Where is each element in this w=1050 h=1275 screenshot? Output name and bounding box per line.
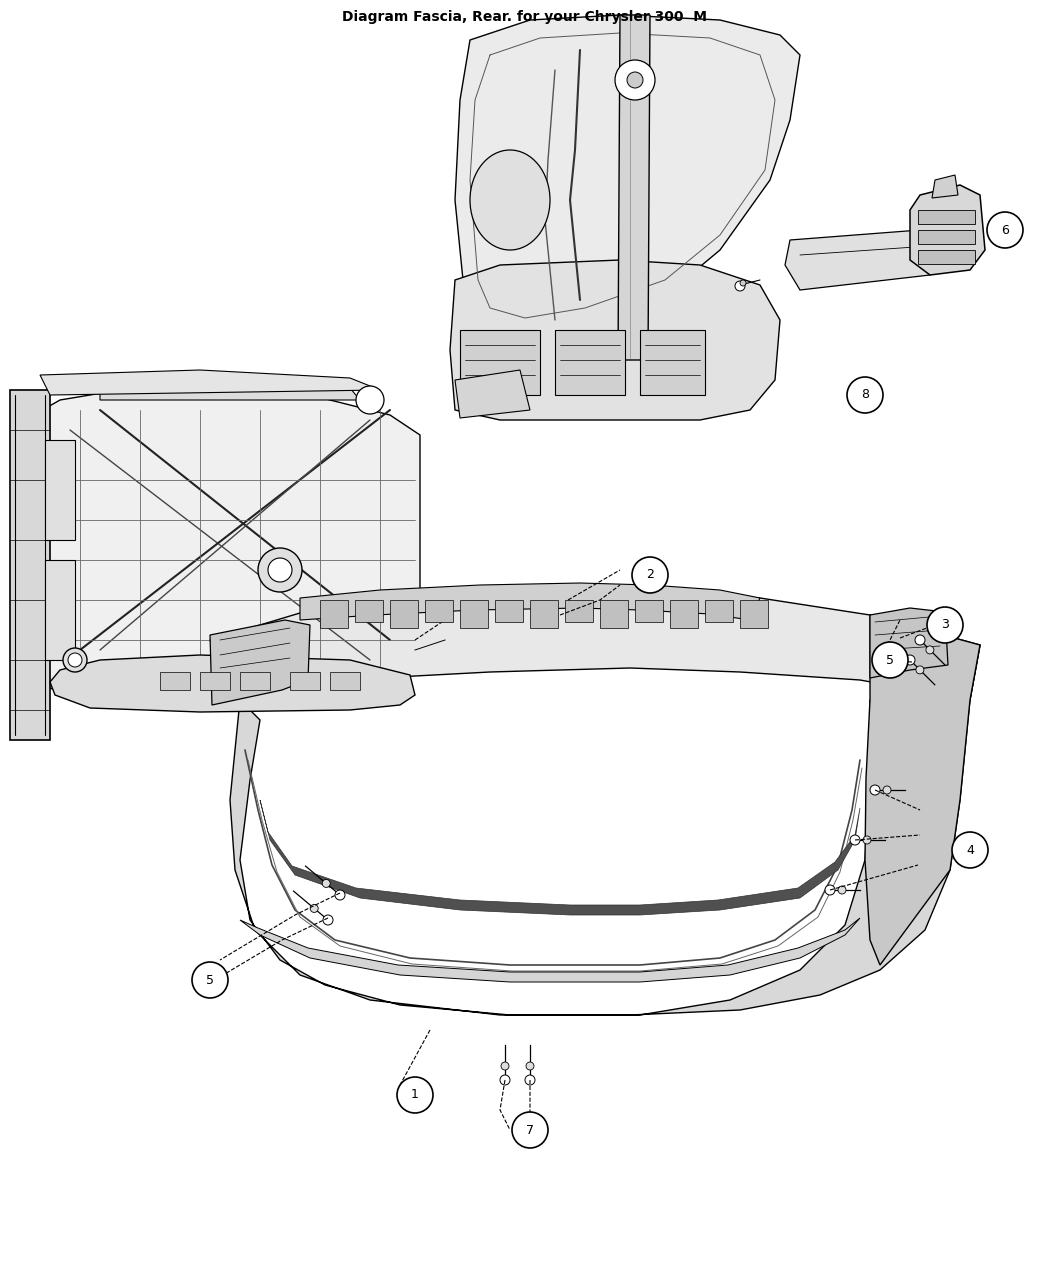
Circle shape: [850, 835, 860, 845]
Polygon shape: [320, 601, 348, 629]
Polygon shape: [450, 260, 780, 419]
Circle shape: [916, 666, 924, 674]
Polygon shape: [460, 330, 540, 395]
Polygon shape: [932, 175, 958, 198]
Polygon shape: [670, 601, 698, 629]
Text: 5: 5: [206, 974, 214, 987]
Text: 6: 6: [1001, 223, 1009, 236]
Circle shape: [526, 1062, 534, 1070]
Polygon shape: [918, 250, 975, 264]
Polygon shape: [865, 615, 980, 965]
Circle shape: [68, 653, 82, 667]
Polygon shape: [300, 583, 760, 620]
Polygon shape: [455, 15, 800, 340]
Polygon shape: [45, 440, 75, 541]
Ellipse shape: [470, 150, 550, 250]
Circle shape: [838, 886, 846, 894]
Circle shape: [323, 915, 333, 924]
Polygon shape: [40, 370, 380, 395]
Circle shape: [847, 377, 883, 413]
Polygon shape: [260, 799, 860, 915]
Text: Diagram Fascia, Rear. for your Chrysler 300  M: Diagram Fascia, Rear. for your Chrysler …: [342, 10, 708, 24]
Polygon shape: [635, 601, 663, 622]
Polygon shape: [565, 601, 593, 622]
Polygon shape: [918, 230, 975, 244]
Circle shape: [63, 648, 87, 672]
Circle shape: [268, 558, 292, 581]
Polygon shape: [390, 601, 418, 629]
Circle shape: [735, 280, 746, 291]
Polygon shape: [530, 601, 558, 629]
Polygon shape: [45, 560, 75, 660]
Polygon shape: [240, 918, 860, 982]
Polygon shape: [740, 601, 768, 629]
Circle shape: [501, 1062, 509, 1070]
Circle shape: [397, 1077, 433, 1113]
Circle shape: [915, 635, 925, 645]
Polygon shape: [50, 655, 415, 711]
Polygon shape: [640, 330, 705, 395]
Polygon shape: [15, 385, 420, 710]
Circle shape: [926, 646, 933, 654]
Polygon shape: [100, 388, 360, 400]
Polygon shape: [200, 672, 230, 690]
Text: 2: 2: [646, 569, 654, 581]
Circle shape: [905, 655, 915, 666]
Circle shape: [952, 833, 988, 868]
Polygon shape: [210, 590, 980, 700]
Text: 3: 3: [941, 618, 949, 631]
Polygon shape: [10, 390, 50, 740]
Polygon shape: [618, 15, 650, 360]
Circle shape: [987, 212, 1023, 249]
Polygon shape: [330, 672, 360, 690]
Polygon shape: [290, 672, 320, 690]
Polygon shape: [910, 185, 985, 275]
Circle shape: [615, 60, 655, 99]
Circle shape: [632, 557, 668, 593]
Polygon shape: [210, 640, 980, 1015]
Circle shape: [258, 548, 302, 592]
Polygon shape: [555, 330, 625, 395]
Circle shape: [512, 1112, 548, 1148]
Circle shape: [335, 890, 345, 900]
Text: 1: 1: [411, 1089, 419, 1102]
Polygon shape: [355, 601, 383, 622]
Circle shape: [825, 885, 835, 895]
Polygon shape: [460, 601, 488, 629]
Text: 7: 7: [526, 1123, 534, 1136]
Polygon shape: [918, 210, 975, 224]
Circle shape: [872, 643, 908, 678]
Polygon shape: [0, 370, 430, 740]
Polygon shape: [600, 601, 628, 629]
Circle shape: [192, 963, 228, 998]
Circle shape: [356, 386, 384, 414]
Circle shape: [870, 785, 880, 796]
Polygon shape: [430, 0, 1050, 419]
Polygon shape: [100, 560, 1050, 1275]
Polygon shape: [240, 672, 270, 690]
Polygon shape: [160, 672, 190, 690]
Polygon shape: [455, 370, 530, 418]
Polygon shape: [425, 601, 453, 622]
Circle shape: [740, 280, 746, 286]
Circle shape: [863, 836, 871, 844]
Polygon shape: [705, 601, 733, 622]
Circle shape: [310, 904, 318, 913]
Circle shape: [927, 607, 963, 643]
Text: 4: 4: [966, 844, 974, 857]
Circle shape: [500, 1075, 510, 1085]
Polygon shape: [495, 601, 523, 622]
Circle shape: [883, 785, 891, 794]
Polygon shape: [785, 230, 930, 289]
Circle shape: [525, 1075, 536, 1085]
Text: 8: 8: [861, 389, 869, 402]
Text: 5: 5: [886, 654, 894, 667]
Circle shape: [627, 71, 643, 88]
Polygon shape: [210, 620, 310, 705]
Circle shape: [322, 880, 330, 887]
Polygon shape: [870, 608, 948, 678]
